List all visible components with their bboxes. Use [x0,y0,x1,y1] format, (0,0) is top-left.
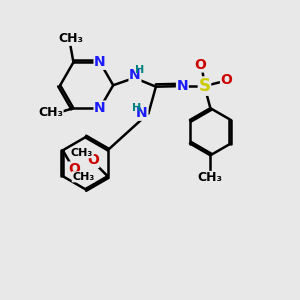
Text: N: N [129,68,141,82]
Text: CH₃: CH₃ [58,32,83,45]
Text: CH₃: CH₃ [71,148,93,158]
Text: H: H [135,64,144,75]
Text: CH₃: CH₃ [198,172,223,184]
Text: H: H [131,103,141,113]
Text: O: O [68,162,80,176]
Text: N: N [136,106,148,120]
Text: O: O [220,73,232,87]
Text: N: N [94,101,106,115]
Text: CH₃: CH₃ [72,172,94,182]
Text: O: O [87,153,99,167]
Text: CH₃: CH₃ [38,106,63,119]
Text: O: O [195,58,207,72]
Text: N: N [177,79,188,93]
Text: S: S [199,77,211,95]
Text: N: N [94,55,106,69]
